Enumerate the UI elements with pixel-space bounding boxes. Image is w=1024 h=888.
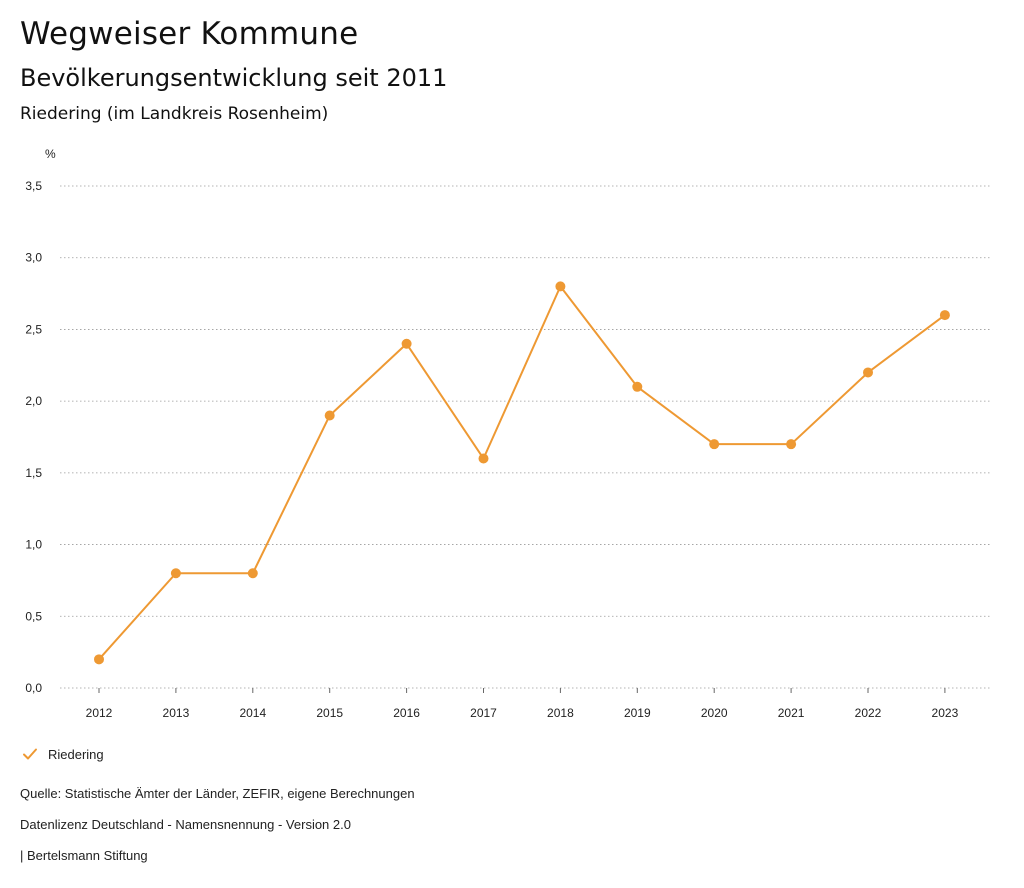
legend-label: Riedering — [48, 746, 104, 762]
data-point[interactable] — [401, 338, 412, 349]
x-tick-label: 2023 — [932, 706, 959, 720]
y-tick-label: 1,0 — [25, 538, 42, 552]
x-tick-label: 2013 — [163, 706, 190, 720]
data-point[interactable] — [170, 568, 181, 579]
data-point[interactable] — [863, 367, 873, 378]
y-axis-unit: % — [45, 147, 56, 161]
data-point[interactable] — [94, 654, 104, 665]
x-tick-label: 2022 — [855, 706, 882, 720]
data-point[interactable] — [632, 381, 643, 392]
line-chart: % 0,0 0,5 1,0 1,5 2,0 2,5 3,0 3,5 2012 2013 2014 201… — [25, 147, 992, 720]
y-tick-label: 3,5 — [25, 179, 42, 193]
publisher-note: | Bertelsmann Stiftung — [20, 848, 148, 863]
y-tick-label: 1,5 — [25, 466, 42, 480]
data-point[interactable] — [324, 410, 335, 421]
data-point[interactable] — [786, 439, 797, 450]
legend[interactable]: Riedering — [22, 744, 104, 764]
y-tick-label: 0,5 — [25, 609, 42, 623]
x-tick-label: 2016 — [393, 706, 420, 720]
license-note: Datenlizenz Deutschland - Namensnennung … — [20, 817, 351, 832]
y-tick-label: 0,0 — [25, 681, 42, 695]
page-title: Wegweiser Kommune — [20, 16, 359, 52]
y-tick-label: 3,0 — [25, 251, 42, 265]
grid-layer — [60, 185, 992, 689]
check-icon — [23, 748, 37, 760]
data-point[interactable] — [555, 281, 566, 292]
series-line-riedering — [98, 285, 946, 660]
series-layer — [94, 281, 950, 665]
axis-layer: % 0,0 0,5 1,0 1,5 2,0 2,5 3,0 3,5 2012 2013 2014 201… — [25, 147, 958, 720]
y-tick-label: 2,0 — [25, 394, 42, 408]
x-tick-label: 2015 — [316, 706, 343, 720]
x-tick-label: 2012 — [86, 706, 113, 720]
x-tick-label: 2017 — [470, 706, 497, 720]
x-tick-label: 2018 — [547, 706, 574, 720]
data-point[interactable] — [709, 439, 720, 450]
x-tick-label: 2019 — [624, 706, 651, 720]
source-note: Quelle: Statistische Ämter der Länder, Z… — [20, 786, 415, 801]
data-point[interactable] — [478, 453, 489, 464]
x-tick-label: 2020 — [701, 706, 728, 720]
y-tick-label: 2,5 — [25, 322, 42, 336]
x-tick-label: 2014 — [239, 706, 266, 720]
data-point[interactable] — [247, 568, 258, 579]
chart-subtitle: Bevölkerungsentwicklung seit 2011 — [20, 64, 448, 92]
data-point[interactable] — [939, 310, 950, 321]
region-title: Riedering (im Landkreis Rosenheim) — [20, 104, 329, 124]
x-tick-label: 2021 — [778, 706, 805, 720]
